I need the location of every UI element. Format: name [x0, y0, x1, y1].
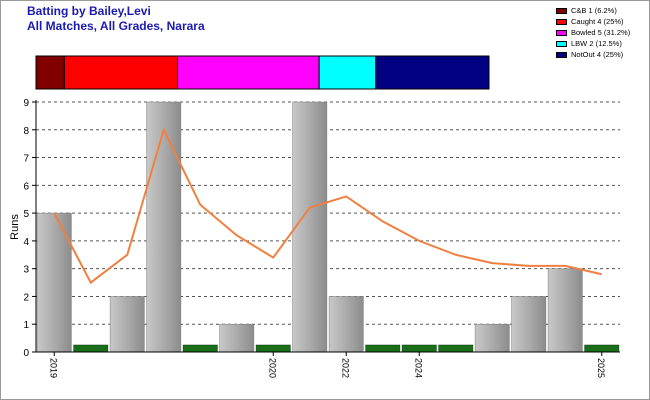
x-tick-label: 2022 — [340, 358, 350, 378]
y-tick-label: 8 — [23, 126, 29, 137]
zero-score-marker — [365, 344, 401, 353]
bar — [547, 268, 583, 353]
legend-swatch — [556, 18, 567, 25]
bar — [511, 296, 547, 353]
chart-subtitle: All Matches, All Grades, Narara — [27, 19, 205, 33]
bar — [328, 296, 364, 353]
dismissal-segment — [63, 55, 179, 90]
zero-score-marker — [584, 344, 620, 353]
legend-item: LBW 2 (12.5%) — [556, 38, 630, 49]
legend-label: Caught 4 (25%) — [571, 17, 624, 26]
legend-swatch — [556, 29, 567, 36]
x-tick-label: 2025 — [596, 358, 606, 378]
legend-swatch — [556, 51, 567, 58]
bar — [146, 101, 182, 353]
y-tick-label: 7 — [23, 154, 29, 165]
dismissal-segment — [318, 55, 377, 90]
zero-score-marker — [255, 344, 291, 353]
x-tick-label: 2020 — [267, 358, 277, 378]
zero-score-marker — [401, 344, 437, 353]
y-tick-label: 5 — [23, 209, 29, 220]
average-line — [53, 127, 602, 285]
legend-item: NotOut 4 (25%) — [556, 49, 630, 60]
legend: C&B 1 (6.2%) Caught 4 (25%) Bowled 5 (31.2… — [556, 5, 630, 60]
y-tick-label: 4 — [23, 237, 29, 248]
bar — [474, 323, 510, 353]
zero-score-marker — [182, 344, 218, 353]
legend-label: C&B 1 (6.2%) — [571, 6, 617, 15]
legend-swatch — [556, 7, 567, 14]
legend-item: Caught 4 (25%) — [556, 16, 630, 27]
x-tick-label: 2024 — [413, 358, 423, 378]
dismissal-segment — [35, 55, 65, 90]
zero-score-marker — [73, 344, 109, 353]
dismissal-segment — [375, 55, 490, 90]
bar — [219, 323, 255, 353]
zero-score-marker — [438, 344, 474, 353]
legend-item: C&B 1 (6.2%) — [556, 5, 630, 16]
dismissal-segment — [177, 55, 320, 90]
y-axis-label: Runs — [9, 214, 21, 240]
y-tick-label: 3 — [23, 265, 29, 276]
legend-label: NotOut 4 (25%) — [571, 50, 624, 59]
legend-label: LBW 2 (12.5%) — [571, 39, 622, 48]
y-tick-label: 1 — [23, 320, 29, 331]
legend-label: Bowled 5 (31.2%) — [571, 28, 631, 37]
legend-item: Bowled 5 (31.2%) — [556, 27, 630, 38]
bar — [292, 101, 328, 353]
chart-title: Batting by Bailey,Levi — [27, 4, 151, 18]
x-tick-label: 2019 — [48, 358, 58, 378]
y-tick-label: 9 — [23, 98, 29, 109]
legend-swatch — [556, 40, 567, 47]
y-tick-label: 6 — [23, 181, 29, 192]
bar — [109, 296, 145, 353]
y-tick-label: 0 — [23, 348, 29, 359]
y-tick-label: 2 — [23, 292, 29, 303]
